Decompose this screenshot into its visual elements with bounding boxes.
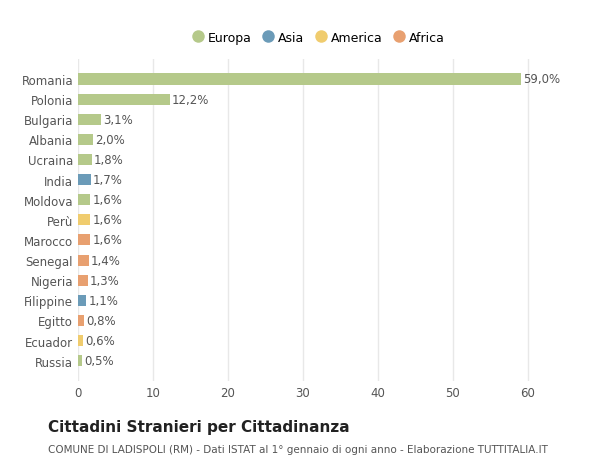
Bar	[78, 95, 170, 106]
Bar	[78, 355, 82, 366]
Bar	[78, 195, 90, 206]
Bar	[78, 315, 84, 326]
Text: 2,0%: 2,0%	[95, 134, 125, 146]
Text: 0,5%: 0,5%	[84, 354, 113, 367]
Text: 1,8%: 1,8%	[94, 154, 124, 167]
Bar	[78, 155, 91, 166]
Bar	[78, 255, 89, 266]
Text: Cittadini Stranieri per Cittadinanza: Cittadini Stranieri per Cittadinanza	[48, 419, 350, 434]
Text: 3,1%: 3,1%	[104, 113, 133, 126]
Bar	[78, 235, 90, 246]
Text: 1,4%: 1,4%	[91, 254, 121, 267]
Bar	[78, 335, 83, 346]
Text: 1,7%: 1,7%	[93, 174, 123, 187]
Bar	[78, 74, 521, 85]
Bar	[78, 295, 86, 306]
Text: 59,0%: 59,0%	[523, 73, 560, 86]
Text: 1,6%: 1,6%	[92, 214, 122, 227]
Text: 0,8%: 0,8%	[86, 314, 116, 327]
Text: 12,2%: 12,2%	[172, 93, 209, 106]
Text: 1,6%: 1,6%	[92, 194, 122, 207]
Bar	[78, 114, 101, 125]
Text: 1,1%: 1,1%	[89, 294, 118, 307]
Bar	[78, 134, 93, 146]
Text: 0,6%: 0,6%	[85, 334, 115, 347]
Bar	[78, 275, 88, 286]
Bar	[78, 215, 90, 226]
Legend: Europa, Asia, America, Africa: Europa, Asia, America, Africa	[187, 28, 449, 50]
Bar	[78, 174, 91, 186]
Text: 1,3%: 1,3%	[90, 274, 120, 287]
Text: COMUNE DI LADISPOLI (RM) - Dati ISTAT al 1° gennaio di ogni anno - Elaborazione : COMUNE DI LADISPOLI (RM) - Dati ISTAT al…	[48, 444, 548, 454]
Text: 1,6%: 1,6%	[92, 234, 122, 247]
